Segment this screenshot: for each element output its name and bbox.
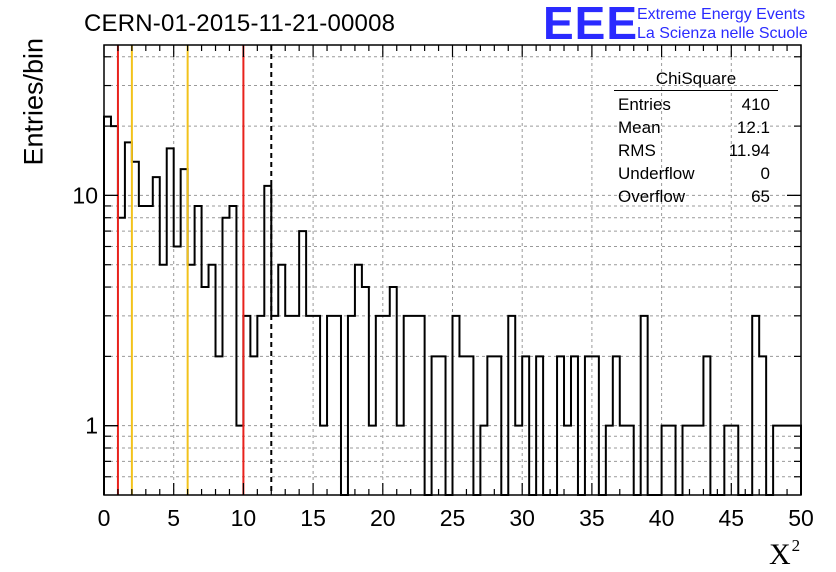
- histogram-bin: [641, 316, 648, 495]
- histogram-bin: [132, 162, 139, 495]
- histogram-bin: [453, 316, 460, 495]
- histogram-bin: [111, 126, 118, 495]
- stats-value: 12.1: [736, 118, 770, 137]
- x-tick-label: 5: [167, 505, 180, 531]
- histogram-bin: [229, 206, 236, 495]
- histogram-bin: [362, 287, 369, 495]
- histogram-bin: [334, 316, 341, 495]
- histogram-bin: [355, 265, 362, 495]
- histogram-outline: [103, 115, 802, 496]
- histogram-bin: [153, 177, 160, 495]
- stats-value: 0: [760, 164, 770, 183]
- x-tick-label: 15: [300, 505, 326, 531]
- axis-tick-labels: 0 5 10 15 20 25 30 35 40 45 50 1 10: [72, 182, 813, 531]
- stats-box: ChiSquare Entries 410 Mean 12.1 RMS 11.94 U…: [612, 69, 778, 208]
- logo-tagline-1: Extreme Energy Events: [637, 6, 806, 23]
- x-tick-label: 0: [98, 505, 111, 531]
- histogram-bin: [508, 316, 515, 495]
- stats-label: Mean: [618, 118, 661, 137]
- histogram-bin: [167, 148, 174, 495]
- x-tick-label: 30: [509, 505, 535, 531]
- x-tick-label: 10: [231, 505, 257, 531]
- x-tick-label: 45: [719, 505, 745, 531]
- histogram-bin: [264, 186, 271, 495]
- y-tick-label: 10: [72, 182, 98, 208]
- logo-tagline-2: La Scienza nelle Scuole: [637, 25, 808, 42]
- histogram-bin: [160, 265, 167, 495]
- stats-row-rms: RMS 11.94: [612, 139, 778, 162]
- histogram-bin: [390, 287, 397, 495]
- histogram-bin: [271, 316, 278, 495]
- stats-row-entries: Entries 410: [612, 93, 778, 116]
- x-axis-label-exponent: 2: [791, 536, 801, 555]
- histogram-bin: [327, 316, 334, 495]
- x-tick-label: 35: [579, 505, 605, 531]
- stats-value: 65: [751, 187, 770, 206]
- x-axis-label-symbol: X: [769, 538, 791, 571]
- histogram-bin: [292, 316, 299, 495]
- histogram-bin: [376, 316, 383, 495]
- histogram-bin: [174, 246, 181, 495]
- x-axis-label: X2: [769, 536, 800, 572]
- stats-row-underflow: Underflow 0: [612, 162, 778, 185]
- histogram-bin: [306, 316, 313, 495]
- histogram-bin: [209, 265, 216, 495]
- chart-title: CERN-01-2015-11-21-00008: [84, 10, 396, 37]
- stats-row-mean: Mean 12.1: [612, 116, 778, 139]
- y-tick-label: 1: [85, 413, 98, 439]
- x-tick-label: 50: [788, 505, 814, 531]
- axis-ticks: [103, 45, 802, 495]
- marker-lines: [116, 45, 273, 495]
- histogram-bin: [243, 316, 250, 495]
- histogram-bin: [285, 316, 292, 495]
- histogram-bin: [383, 316, 390, 495]
- x-tick-label: 20: [370, 505, 396, 531]
- x-tick-label: 25: [440, 505, 466, 531]
- histogram-bin: [348, 316, 355, 495]
- stats-label: Entries: [618, 95, 671, 114]
- histogram-bin: [146, 206, 153, 495]
- stats-label: RMS: [618, 141, 656, 160]
- histogram-bin: [411, 316, 418, 495]
- histogram-bin: [404, 316, 411, 495]
- stats-label: Overflow: [618, 187, 686, 206]
- histogram-bin: [313, 316, 320, 495]
- histogram-bin: [299, 231, 306, 495]
- histogram-bin: [257, 316, 264, 495]
- stats-row-overflow: Overflow 65: [612, 185, 778, 208]
- histogram-bin: [752, 316, 759, 495]
- stats-value: 11.94: [728, 141, 770, 160]
- histogram-bin: [278, 265, 285, 495]
- histogram-bin: [104, 117, 111, 495]
- eee-logo-mark: EEE: [543, 0, 639, 49]
- y-axis-label: Entries/bin: [18, 37, 49, 166]
- histogram-bin: [202, 287, 209, 495]
- x-tick-label: 40: [649, 505, 675, 531]
- histogram-bin: [139, 206, 146, 495]
- stats-box-title: ChiSquare: [614, 69, 778, 91]
- histogram-bin: [195, 206, 202, 495]
- histogram-bin: [418, 316, 425, 495]
- stats-value: 410: [741, 95, 770, 114]
- histogram-bars: [103, 115, 802, 496]
- stats-label: Underflow: [618, 164, 695, 183]
- histogram-bin: [188, 265, 195, 495]
